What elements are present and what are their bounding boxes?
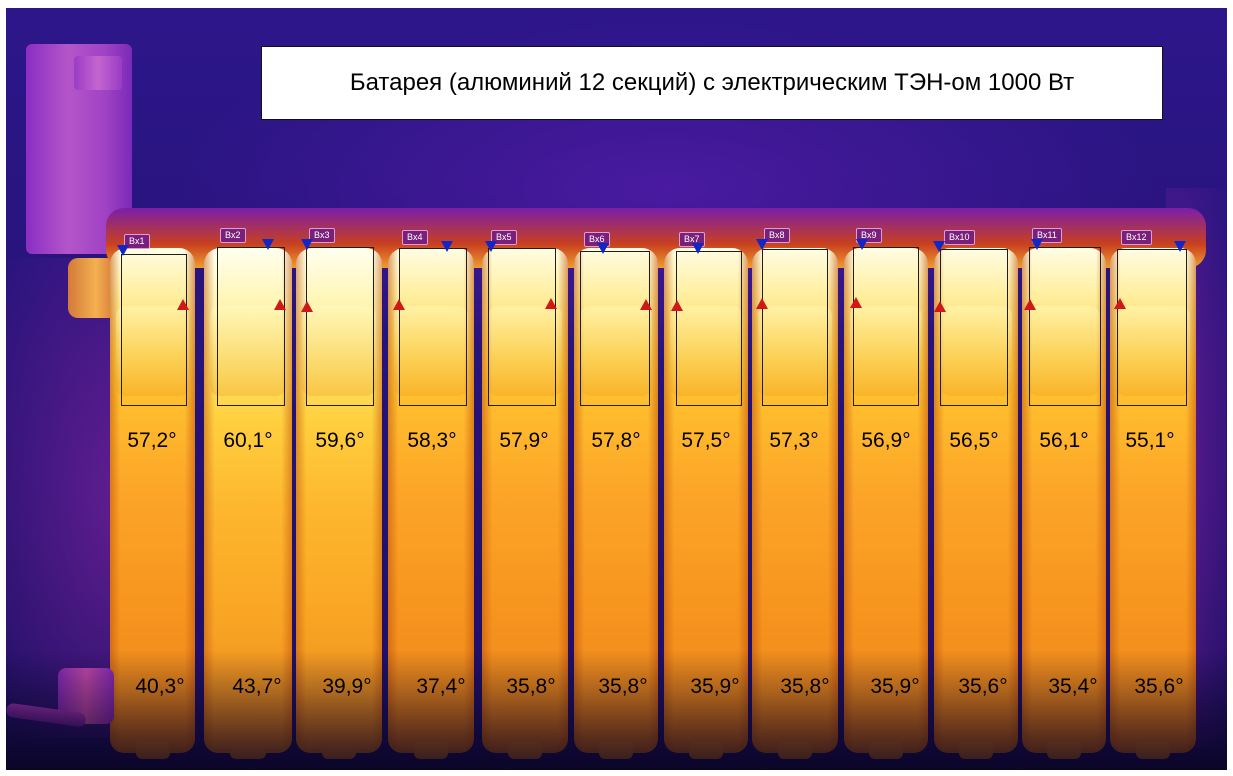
measurement-box-label: Bx10 — [944, 230, 975, 245]
max-temp-marker-icon — [850, 297, 862, 308]
measurement-box-7 — [676, 251, 742, 406]
max-temp-marker-icon — [545, 298, 557, 309]
measurement-box-6 — [580, 251, 650, 406]
measurement-box-10 — [940, 249, 1008, 406]
section-fin — [1116, 306, 1190, 396]
min-temp-marker-icon — [301, 239, 313, 250]
min-temp-marker-icon — [1031, 239, 1043, 250]
measurement-box-8 — [762, 249, 828, 406]
max-temp-marker-icon — [671, 300, 683, 311]
bottom-temperature: 35,9° — [690, 675, 740, 698]
bottom-temperature: 35,8° — [598, 675, 648, 698]
bottom-temperature: 39,9° — [322, 675, 372, 698]
max-temp-marker-icon — [934, 301, 946, 312]
bottom-temperature: 37,4° — [416, 675, 466, 698]
min-temp-marker-icon — [1174, 241, 1186, 252]
bottom-temperature: 43,7° — [232, 675, 282, 698]
min-temp-marker-icon — [485, 241, 497, 252]
max-temp-marker-icon — [1114, 298, 1126, 309]
bottom-temperature: 35,8° — [780, 675, 830, 698]
measurement-box-label: Bx2 — [220, 228, 246, 243]
top-temperature: 59,6° — [315, 429, 365, 452]
top-temperature: 56,9° — [861, 429, 911, 452]
section-fin — [1028, 306, 1100, 396]
thermal-image — [6, 8, 1227, 770]
max-temp-marker-icon — [177, 299, 189, 310]
min-temp-marker-icon — [597, 243, 609, 254]
bottom-temperature: 40,3° — [135, 675, 185, 698]
measurement-box-label: Bx12 — [1121, 230, 1152, 245]
measurement-box-3 — [306, 247, 374, 406]
max-temp-marker-icon — [756, 298, 768, 309]
measurement-box-label: Bx4 — [402, 230, 428, 245]
top-temperature: 56,1° — [1039, 429, 1089, 452]
section-fin — [488, 306, 562, 396]
measurement-box-5 — [488, 248, 556, 406]
min-temp-marker-icon — [117, 245, 129, 256]
section-fin — [670, 306, 742, 396]
min-temp-marker-icon — [262, 239, 274, 250]
section-fin — [210, 306, 286, 396]
section-fin — [758, 306, 832, 396]
bottom-temperature: 35,6° — [958, 675, 1008, 698]
max-temp-marker-icon — [640, 299, 652, 310]
max-temp-marker-icon — [301, 301, 313, 312]
section-fin — [850, 306, 922, 396]
top-temperature: 60,1° — [223, 429, 273, 452]
min-temp-marker-icon — [441, 241, 453, 252]
max-temp-marker-icon — [393, 299, 405, 310]
bottom-temperature: 35,4° — [1048, 675, 1098, 698]
top-temperature: 57,2° — [127, 429, 177, 452]
section-fin — [394, 306, 468, 396]
measurement-box-12 — [1117, 249, 1187, 406]
title-box: Батарея (алюминий 12 секций) с электриче… — [261, 46, 1163, 120]
max-temp-marker-icon — [1024, 299, 1036, 310]
measurement-box-label: Bx3 — [309, 228, 335, 243]
measurement-box-4 — [399, 248, 467, 406]
top-temperature: 58,3° — [407, 429, 457, 452]
max-temp-marker-icon — [274, 299, 286, 310]
bottom-temperature: 35,6° — [1134, 675, 1184, 698]
min-temp-marker-icon — [692, 243, 704, 254]
top-temperature: 55,1° — [1125, 429, 1175, 452]
min-temp-marker-icon — [756, 239, 768, 250]
min-temp-marker-icon — [933, 241, 945, 252]
measurement-box-2 — [217, 247, 285, 406]
heater-control-cap — [74, 56, 122, 90]
measurement-box-label: Bx5 — [491, 230, 517, 245]
top-temperature: 57,5° — [681, 429, 731, 452]
measurement-box-1 — [121, 254, 187, 406]
measurement-box-9 — [853, 247, 919, 406]
bottom-temperature: 35,8° — [506, 675, 556, 698]
floor-shadow — [6, 650, 1227, 770]
section-fin — [940, 306, 1012, 396]
title-text: Батарея (алюминий 12 секций) с электриче… — [349, 69, 1075, 96]
measurement-box-11 — [1029, 247, 1101, 406]
section-fin — [116, 306, 189, 396]
section-fin — [302, 306, 376, 396]
top-temperature: 57,8° — [591, 429, 641, 452]
min-temp-marker-icon — [856, 239, 868, 250]
top-temperature: 56,5° — [949, 429, 999, 452]
top-temperature: 57,9° — [499, 429, 549, 452]
measurement-box-label: Bx1 — [124, 234, 150, 249]
section-fin — [580, 306, 652, 396]
measurement-box-label: Bx8 — [764, 228, 790, 243]
bottom-temperature: 35,9° — [870, 675, 920, 698]
top-temperature: 57,3° — [769, 429, 819, 452]
